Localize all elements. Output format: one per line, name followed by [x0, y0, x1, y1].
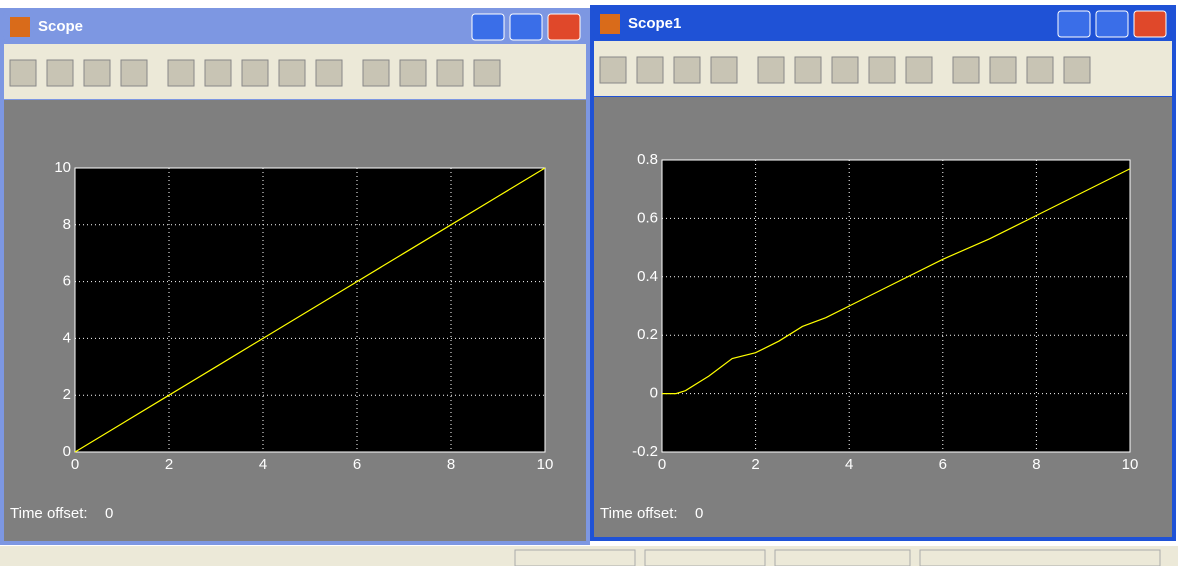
toolbar-button[interactable]	[831, 56, 859, 84]
minimize-button[interactable]	[471, 13, 505, 41]
maximize-button[interactable]	[1095, 10, 1129, 38]
maximize-button[interactable]	[509, 13, 543, 41]
status-cell	[644, 549, 766, 566]
status-bar	[0, 546, 1178, 566]
toolbar-button[interactable]	[204, 59, 232, 87]
y-tick-label: -0.2	[632, 443, 658, 460]
x-tick-label: 0	[658, 456, 666, 473]
toolbar-button[interactable]	[1063, 56, 1091, 84]
toolbar-button[interactable]	[9, 59, 37, 87]
x-tick-label: 10	[1122, 456, 1139, 473]
minimize-button[interactable]	[1057, 10, 1091, 38]
y-tick-label: 0.6	[637, 209, 658, 226]
app-icon	[10, 17, 30, 37]
toolbar-button[interactable]	[636, 56, 664, 84]
toolbar-button[interactable]	[315, 59, 343, 87]
window: Scope 0 2 4 6 8 10 0 2 4 6 8 10 Time offset: 0	[0, 8, 590, 545]
status-cell	[919, 549, 1161, 566]
y-tick-label: 0.4	[637, 268, 658, 285]
time-offset-value: 0	[105, 505, 113, 522]
time-offset-label: Time offset:	[600, 505, 678, 522]
y-tick-label: 6	[63, 273, 71, 290]
toolbar-button[interactable]	[710, 56, 738, 84]
y-tick-label: 8	[63, 216, 71, 233]
toolbar-button[interactable]	[1026, 56, 1054, 84]
y-tick-label: 0.8	[637, 151, 658, 168]
y-tick-label: 10	[54, 159, 71, 176]
title-bar	[3, 10, 587, 42]
y-tick-label: 2	[63, 386, 71, 403]
close-button[interactable]	[1133, 10, 1167, 38]
y-tick-label: 0.2	[637, 326, 658, 343]
series-line	[662, 168, 1131, 395]
x-tick-label: 8	[447, 456, 455, 473]
toolbar-button[interactable]	[794, 56, 822, 84]
x-tick-label: 4	[259, 456, 267, 473]
toolbar-button[interactable]	[905, 56, 933, 84]
toolbar-button[interactable]	[46, 59, 74, 87]
x-tick-label: 6	[353, 456, 361, 473]
toolbar-button[interactable]	[362, 59, 390, 87]
y-tick-label: 4	[63, 329, 71, 346]
series-line	[74, 167, 546, 453]
toolbar-button[interactable]	[278, 59, 306, 87]
y-tick-label: 0	[63, 443, 71, 460]
x-tick-label: 2	[751, 456, 759, 473]
y-tick-label: 0	[650, 385, 658, 402]
close-button[interactable]	[547, 13, 581, 41]
toolbar-button[interactable]	[673, 56, 701, 84]
x-tick-label: 6	[939, 456, 947, 473]
toolbar-button[interactable]	[473, 59, 501, 87]
time-offset-value: 0	[695, 505, 703, 522]
toolbar-button[interactable]	[989, 56, 1017, 84]
title-bar	[593, 7, 1173, 39]
toolbar-button[interactable]	[599, 56, 627, 84]
status-cell	[514, 549, 636, 566]
x-tick-label: 10	[537, 456, 554, 473]
toolbar-button[interactable]	[757, 56, 785, 84]
toolbar-button[interactable]	[952, 56, 980, 84]
plot-area	[661, 159, 1131, 453]
status-cell	[774, 549, 911, 566]
toolbar-button[interactable]	[83, 59, 111, 87]
toolbar-button[interactable]	[436, 59, 464, 87]
x-tick-label: 8	[1032, 456, 1040, 473]
window-title: Scope1	[628, 15, 681, 32]
time-offset-label: Time offset:	[10, 505, 88, 522]
toolbar-button[interactable]	[120, 59, 148, 87]
toolbar-button[interactable]	[167, 59, 195, 87]
toolbar-button[interactable]	[241, 59, 269, 87]
x-tick-label: 0	[71, 456, 79, 473]
toolbar-button[interactable]	[868, 56, 896, 84]
x-tick-label: 2	[165, 456, 173, 473]
x-tick-label: 4	[845, 456, 853, 473]
window-title: Scope	[38, 18, 83, 35]
app-icon	[600, 14, 620, 34]
toolbar-button[interactable]	[399, 59, 427, 87]
